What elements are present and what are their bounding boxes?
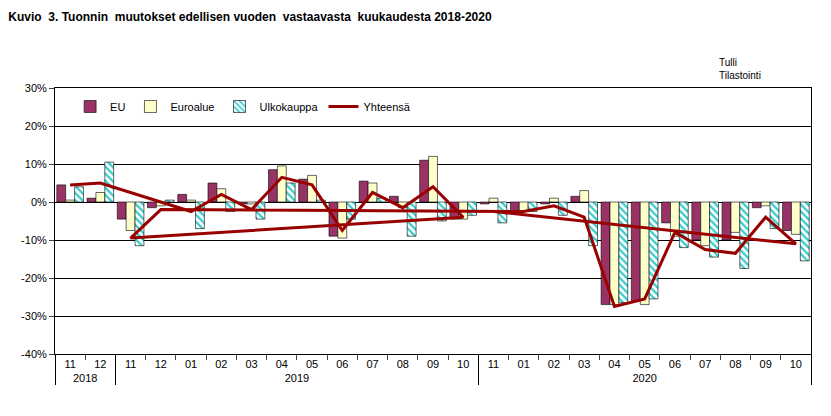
svg-text:2020: 2020: [632, 372, 656, 384]
svg-text:03: 03: [245, 358, 257, 370]
svg-text:-20%: -20%: [21, 272, 47, 284]
svg-text:06: 06: [336, 358, 348, 370]
svg-text:11: 11: [488, 358, 499, 370]
svg-text:05: 05: [639, 358, 651, 370]
svg-text:0%: 0%: [31, 196, 47, 208]
svg-text:08: 08: [729, 358, 741, 370]
svg-text:TulliTilastointi: TulliTilastointi: [719, 57, 761, 81]
svg-text:30%: 30%: [25, 82, 47, 94]
svg-text:09: 09: [427, 358, 439, 370]
svg-text:02: 02: [548, 358, 560, 370]
svg-text:08: 08: [397, 358, 409, 370]
svg-text:05: 05: [306, 358, 318, 370]
svg-text:06: 06: [669, 358, 681, 370]
svg-text:EU: EU: [110, 101, 125, 113]
svg-text:02: 02: [215, 358, 227, 370]
svg-text:Yhteensä: Yhteensä: [363, 101, 410, 113]
svg-text:01: 01: [518, 358, 530, 370]
svg-text:-40%: -40%: [21, 348, 47, 360]
svg-text:10%: 10%: [25, 158, 47, 170]
svg-text:11: 11: [125, 358, 136, 370]
svg-text:Euroalue: Euroalue: [170, 101, 214, 113]
svg-text:07: 07: [699, 358, 711, 370]
svg-text:10: 10: [457, 358, 469, 370]
svg-text:2019: 2019: [285, 372, 309, 384]
svg-text:12: 12: [94, 358, 106, 370]
svg-text:07: 07: [366, 358, 378, 370]
svg-text:20%: 20%: [25, 120, 47, 132]
svg-text:01: 01: [185, 358, 197, 370]
svg-text:04: 04: [276, 358, 288, 370]
svg-text:11: 11: [64, 358, 75, 370]
svg-text:Ulkokauppa: Ulkokauppa: [260, 101, 319, 113]
svg-text:10: 10: [790, 358, 802, 370]
svg-text:2018: 2018: [73, 372, 97, 384]
svg-text:-10%: -10%: [21, 234, 47, 246]
svg-text:Kuvio 3. Tuonnin muutokset e: Kuvio 3. Tuonnin muutokset edellisen vuo…: [8, 10, 492, 24]
svg-text:12: 12: [155, 358, 167, 370]
svg-text:-30%: -30%: [21, 310, 47, 322]
svg-text:09: 09: [760, 358, 772, 370]
svg-text:04: 04: [608, 358, 620, 370]
svg-text:03: 03: [578, 358, 590, 370]
